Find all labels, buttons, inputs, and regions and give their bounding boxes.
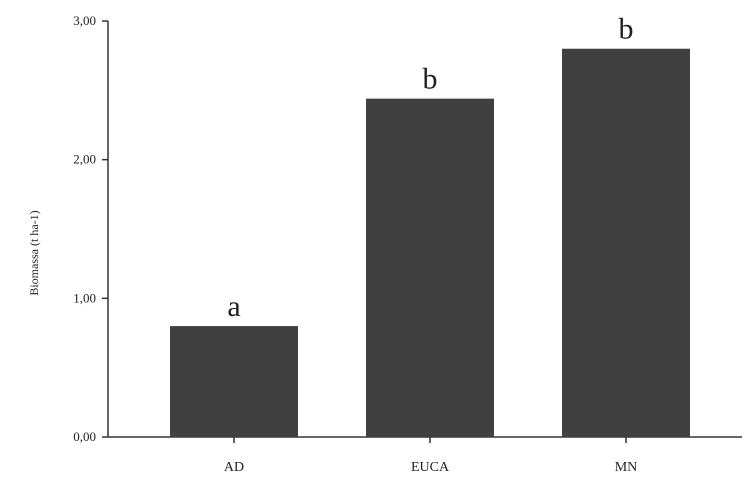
labels: AD a EUCA b MN b xyxy=(224,13,637,475)
bars xyxy=(170,48,690,438)
y-tick-label: 3,00 xyxy=(73,13,96,28)
bar-mn xyxy=(562,48,690,437)
y-tick-label: 1,00 xyxy=(73,290,96,305)
significance-label: a xyxy=(227,290,240,323)
y-axis-label: Biomassa (t ha-1) xyxy=(27,210,41,295)
y-tick-label: 2,00 xyxy=(73,152,96,167)
x-tick-label: EUCA xyxy=(411,460,450,475)
bar-euca xyxy=(366,98,494,438)
significance-label: b xyxy=(423,63,438,96)
y-tick-label: 0,00 xyxy=(73,429,96,444)
x-tick-label: MN xyxy=(615,460,638,475)
x-tick-label: AD xyxy=(224,460,244,475)
significance-label: b xyxy=(619,13,634,46)
bar-ad xyxy=(170,326,298,437)
